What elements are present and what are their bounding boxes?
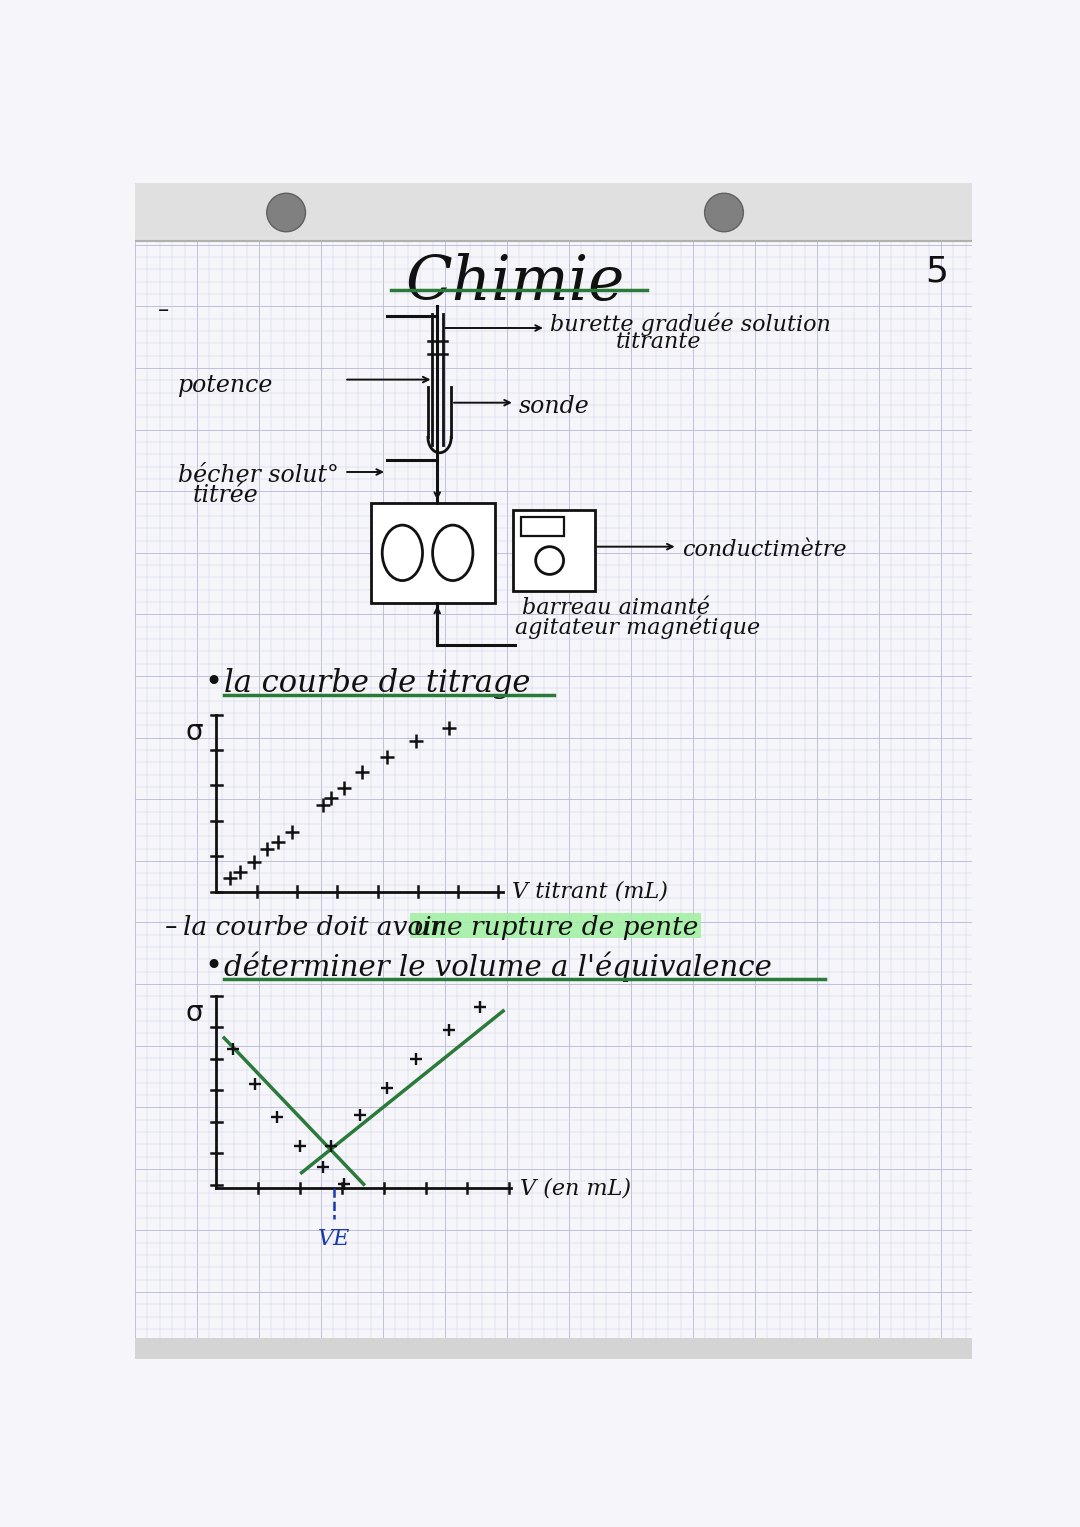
Text: VE: VE bbox=[318, 1228, 350, 1251]
Text: σ: σ bbox=[186, 1000, 203, 1028]
Text: Chimie: Chimie bbox=[405, 252, 624, 313]
Text: titrante: titrante bbox=[616, 331, 701, 353]
Text: sonde: sonde bbox=[518, 395, 590, 418]
Bar bbox=[135, 183, 972, 241]
Text: V titrant (mL): V titrant (mL) bbox=[512, 881, 669, 902]
Ellipse shape bbox=[382, 525, 422, 580]
Bar bbox=[410, 913, 701, 938]
Text: déterminer le volume a l'équivalence: déterminer le volume a l'équivalence bbox=[225, 951, 772, 982]
Text: burette graduée solution: burette graduée solution bbox=[550, 313, 831, 336]
Text: potence: potence bbox=[177, 374, 273, 397]
Text: •: • bbox=[205, 951, 222, 980]
Text: –: – bbox=[164, 915, 177, 939]
Text: •: • bbox=[205, 669, 222, 698]
Bar bbox=[513, 510, 595, 591]
Text: une rupture de pente: une rupture de pente bbox=[414, 915, 699, 939]
Text: la courbe doit avoir: la courbe doit avoir bbox=[183, 915, 453, 939]
Text: conductimètre: conductimètre bbox=[683, 539, 847, 560]
Circle shape bbox=[704, 194, 743, 232]
Text: 5: 5 bbox=[926, 255, 948, 289]
Bar bbox=[372, 502, 496, 603]
Text: –: – bbox=[159, 301, 170, 321]
Text: σ: σ bbox=[186, 718, 203, 747]
Text: V (en mL): V (en mL) bbox=[521, 1177, 631, 1199]
Text: barreau aimanté: barreau aimanté bbox=[523, 597, 711, 620]
Bar bbox=[135, 1338, 972, 1359]
Text: la courbe de titrage: la courbe de titrage bbox=[225, 669, 530, 699]
Circle shape bbox=[267, 194, 306, 232]
Text: titrée: titrée bbox=[193, 484, 259, 507]
Text: agitateur magnétique: agitateur magnétique bbox=[515, 615, 760, 640]
Ellipse shape bbox=[433, 525, 473, 580]
Text: bécher solut°: bécher solut° bbox=[177, 464, 338, 487]
Circle shape bbox=[536, 547, 564, 574]
Bar bbox=[521, 516, 564, 536]
